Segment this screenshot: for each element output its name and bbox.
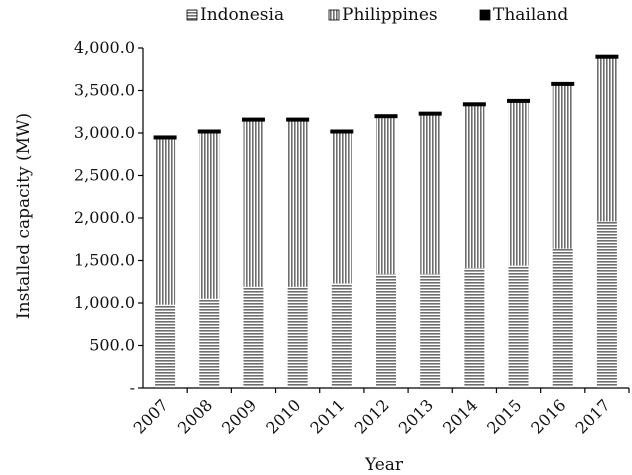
legend-swatch-philippines — [328, 9, 340, 21]
bar-segment-thailand — [241, 117, 265, 122]
y-tick-label: 3,500.0 — [74, 81, 135, 100]
y-tick-label: 1,500.0 — [74, 251, 135, 270]
bar-segment-indonesia — [508, 265, 529, 388]
bar-segment-indonesia — [199, 298, 220, 388]
y-tick-label: 500.0 — [89, 336, 135, 355]
y-axis: - 500.0 1,000.0 1,500.0 2,000.0 2,500.0 3,000.… — [74, 38, 144, 397]
bar-segment-philippines — [464, 105, 485, 269]
bar-segment-indonesia — [243, 286, 264, 388]
bar-segment-indonesia — [552, 248, 573, 388]
x-tick-label: 2010 — [262, 395, 304, 437]
bar-segment-thailand — [595, 54, 619, 59]
bar-segment-thailand — [197, 129, 221, 134]
x-tick-label: 2011 — [306, 395, 348, 437]
y-tick-label: 2,000.0 — [74, 208, 135, 227]
bar-segment-thailand — [507, 98, 531, 103]
bar-segment-indonesia — [376, 274, 396, 388]
x-tick-label: 2014 — [439, 395, 481, 437]
bar-segment-philippines — [243, 121, 264, 287]
bar-segment-indonesia — [464, 268, 485, 388]
x-axis: 2007 2008 2009 2010 2011 2012 2013 2014 2015 2016… — [130, 387, 630, 438]
bar-segment-thailand — [551, 81, 575, 86]
bar-segment-indonesia — [331, 283, 352, 388]
bars — [153, 54, 619, 388]
bar-segment-philippines — [420, 115, 441, 275]
bar-segment-thailand — [330, 129, 354, 134]
legend-label-indonesia: Indonesia — [200, 5, 284, 25]
x-tick-label: 2016 — [527, 395, 569, 437]
bar-segment-philippines — [596, 58, 617, 222]
legend-label-thailand: Thailand — [493, 5, 568, 25]
bar-segment-philippines — [331, 133, 352, 284]
bar-segment-philippines — [376, 117, 396, 275]
bar-segment-thailand — [418, 111, 442, 116]
x-tick-label: 2012 — [351, 395, 393, 437]
bar-segment-thailand — [374, 114, 398, 119]
bar-segment-indonesia — [420, 274, 441, 388]
bar-segment-philippines — [552, 85, 573, 249]
y-tick-label: - — [130, 378, 135, 397]
x-tick-label: 2007 — [130, 395, 172, 437]
legend: Indonesia Philippines Thailand — [186, 5, 568, 25]
legend-swatch-thailand — [479, 9, 491, 21]
y-axis-title: Installed capacity (MW) — [14, 113, 34, 319]
x-axis-title: Year — [364, 455, 404, 475]
x-tick-label: 2017 — [572, 395, 614, 437]
x-tick-label: 2008 — [174, 395, 216, 437]
bar-segment-thailand — [153, 135, 177, 140]
bar-segment-indonesia — [155, 304, 176, 388]
y-tick-label: 4,000.0 — [74, 38, 135, 57]
bar-segment-philippines — [287, 121, 308, 287]
bar-segment-indonesia — [287, 286, 308, 388]
y-tick-label: 2,500.0 — [74, 166, 135, 185]
legend-label-philippines: Philippines — [342, 5, 438, 25]
bar-segment-thailand — [286, 117, 310, 122]
y-tick-label: 1,000.0 — [74, 293, 135, 312]
bar-segment-philippines — [199, 133, 220, 299]
bar-segment-philippines — [155, 138, 176, 305]
legend-swatch-indonesia — [186, 9, 198, 21]
x-tick-label: 2013 — [395, 395, 437, 437]
bar-segment-thailand — [462, 102, 486, 107]
bar-segment-indonesia — [596, 221, 617, 388]
x-tick-label: 2015 — [483, 395, 525, 437]
y-tick-label: 3,000.0 — [74, 123, 135, 142]
x-tick-label: 2009 — [218, 395, 260, 437]
bar-segment-philippines — [508, 102, 529, 266]
